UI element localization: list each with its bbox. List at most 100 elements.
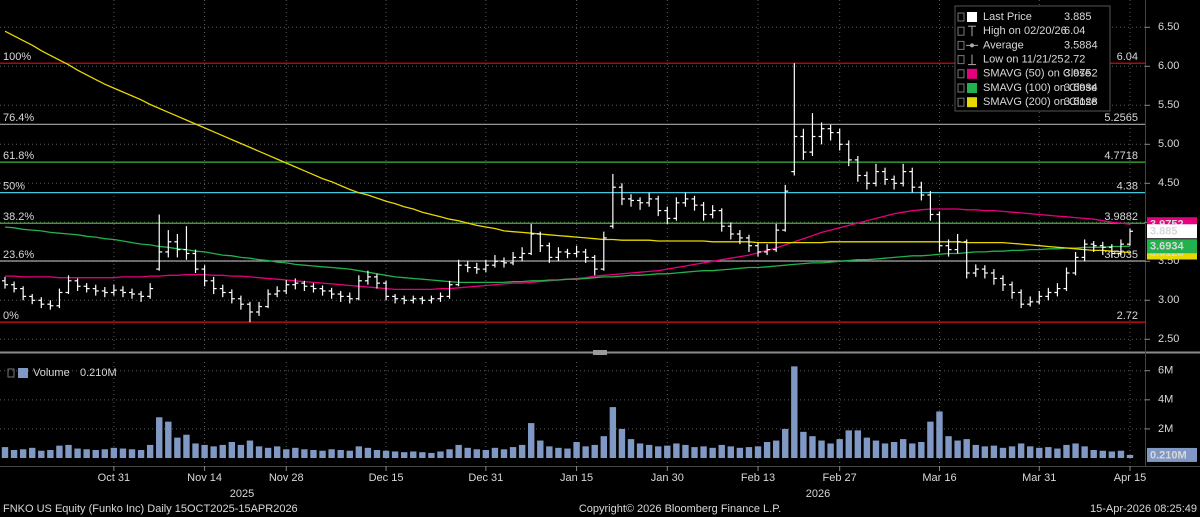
fib-label: 100% [3,51,31,63]
volume-bar [373,450,381,458]
volume-bar [645,444,653,458]
x-tick-label: Dec 15 [369,472,404,484]
volume-bar [1063,444,1070,458]
panel-handle [593,350,607,355]
volume-bar [763,442,771,458]
volume-bar [47,450,54,458]
volume-bar [927,421,934,458]
legend-swatch [967,12,977,22]
volume-bar [428,452,435,458]
legend-checkbox [957,55,965,65]
volume-tag: 0.210M [1150,449,1187,461]
moving-average-line [4,30,1131,254]
legend-checkbox [7,368,15,378]
volume-bar [791,366,798,458]
volume-bar [528,423,535,458]
volume-bar [301,449,308,458]
volume-bar [174,437,181,458]
legend-label: Last Price [983,11,1032,23]
legend-value: 3.6128 [1064,96,1098,108]
volume-bar [972,444,979,458]
legend-value: 2.72 [1064,54,1085,66]
y-tick-label: 4M [1158,394,1173,406]
volume-bar [836,439,843,458]
footer-center: Copyright© 2026 Bloomberg Finance L.P. [579,503,781,515]
volume-bar [273,446,281,458]
volume-bar [609,407,617,458]
volume-bar [192,443,199,458]
volume-bar [772,440,780,458]
volume-bar [446,449,453,458]
footer-right: 15-Apr-2026 08:25:49 [1090,503,1197,515]
volume-bar [573,442,580,458]
legend-value: 3.6934 [1064,82,1098,94]
volume-bar [954,440,961,458]
year-label: 2026 [806,488,830,500]
volume-bar [146,444,154,458]
volume-bar [38,450,45,458]
volume-bar [337,450,344,458]
volume-bar [228,442,236,458]
volume-bar [1099,450,1106,458]
fib-value: 2.72 [1117,310,1138,322]
volume-bar [292,447,299,458]
volume-bar [990,445,998,458]
volume-bar [636,443,644,458]
legend-box [954,5,1111,112]
legend-label: SMAVG (100) on Close [983,82,1097,94]
fib-value: 4.7718 [1104,150,1138,162]
volume-bar [1072,443,1079,458]
x-tick-label: Feb 27 [823,472,857,484]
volume-bar [945,436,952,458]
volume-bar [1008,446,1016,458]
legend-label: Low on 11/21/25 [983,54,1064,66]
volume-bar [500,449,508,458]
volume-bar [627,439,635,458]
volume-bar [600,436,607,458]
volume-bar [128,449,136,458]
volume-bar [328,449,335,458]
volume-bar [509,447,517,458]
volume-bar [754,446,762,458]
volume-bar [890,442,898,458]
volume-bar [1045,447,1052,458]
x-tick-label: Mar 16 [922,472,956,484]
legend-label: Volume [33,367,70,379]
y-tick-label: 5.50 [1158,99,1179,111]
x-tick-label: Nov 28 [269,472,304,484]
sma-tag: 3.6934 [1150,241,1185,253]
volume-bar [782,428,789,458]
x-tick-label: Apr 15 [1114,472,1146,484]
volume-bar [1108,451,1116,458]
volume-bar [591,444,598,458]
volume-bar [691,447,698,458]
volume-bar [437,451,444,458]
volume-bar [981,446,989,458]
volume-bar [74,448,81,458]
volume-bar [101,449,108,458]
volume-bar [165,421,172,458]
fib-value: 6.04 [1117,51,1138,63]
legend-layer: Last Price 3.885 High on 02/20/266.04 Avera… [7,5,1111,379]
volume-bar [137,450,145,458]
volume-bar [537,440,544,458]
fib-value: 5.2565 [1104,112,1138,124]
volume-bar [156,417,163,458]
volume-bar [83,449,90,458]
volume-bar [473,449,480,458]
volume-bar [264,447,272,458]
volume-bar [464,447,471,458]
volume-bar [555,447,562,458]
legend-swatch [18,368,28,378]
volume-bar [800,431,807,458]
volume-bar [727,446,735,458]
volume-bar [872,440,880,458]
volume-bar [400,452,408,458]
y-tick-label: 4.50 [1158,177,1179,189]
legend-label: SMAVG (50) on Close [983,68,1091,80]
x-tick-label: Oct 31 [98,472,130,484]
fib-value: 3.9882 [1104,211,1138,223]
volume-bar [364,447,372,458]
footer-left: FNKO US Equity (Funko Inc) Daily 15OCT20… [3,503,298,515]
